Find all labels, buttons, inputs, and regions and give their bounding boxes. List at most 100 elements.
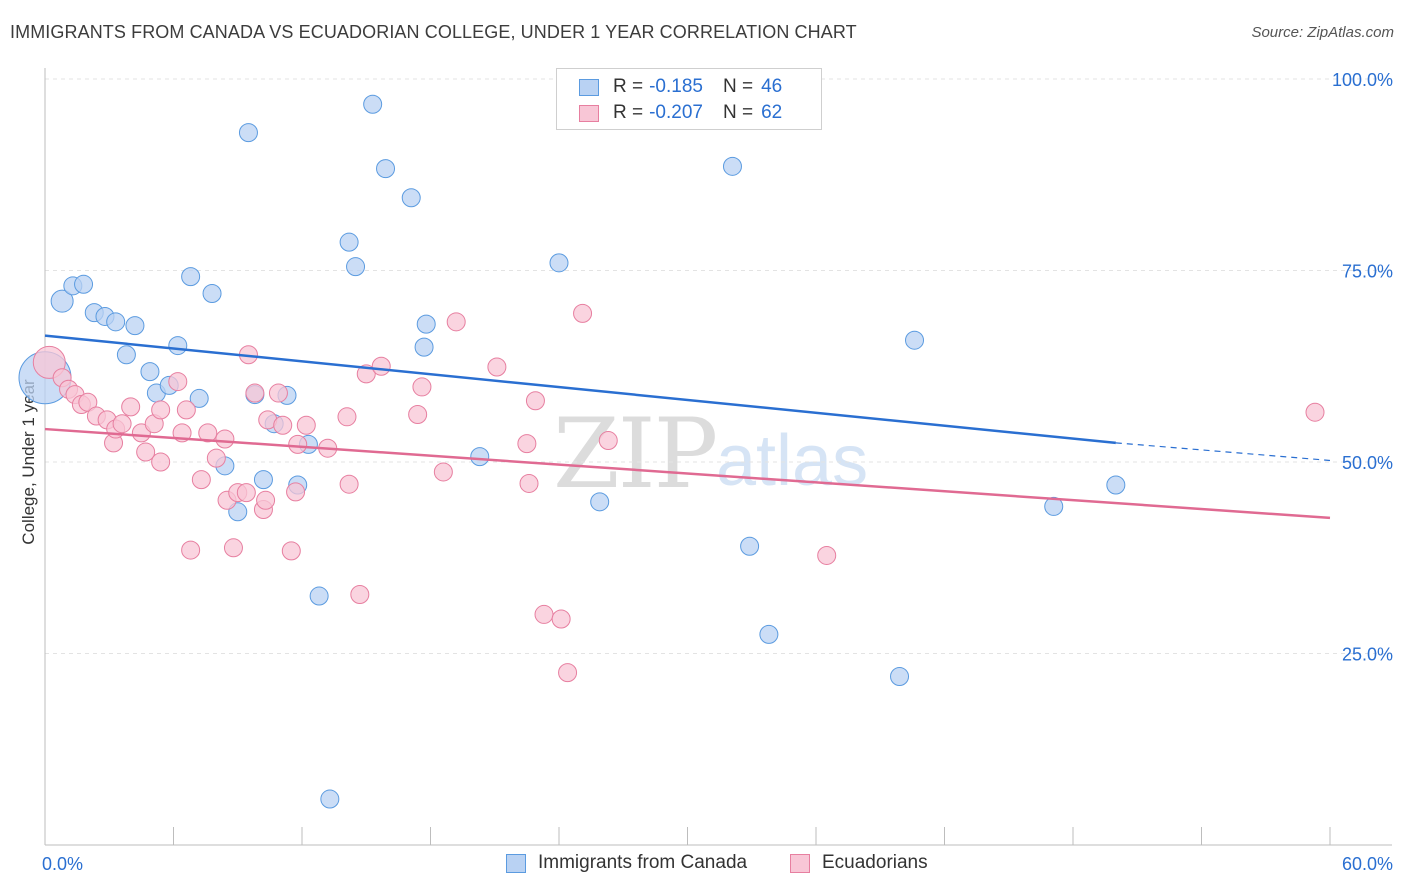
- point-ecuadorians: [487, 357, 507, 377]
- point-canada: [309, 586, 329, 606]
- point-ecuadorians: [256, 490, 276, 510]
- n-value: 62: [761, 102, 783, 123]
- point-canada: [74, 274, 94, 294]
- point-canada: [181, 267, 201, 287]
- series-legend: Immigrants from Canada Ecuadorians: [0, 852, 1406, 876]
- point-ecuadorians: [151, 400, 171, 420]
- point-ecuadorians: [517, 434, 537, 454]
- point-ecuadorians: [176, 400, 196, 420]
- point-ecuadorians: [151, 452, 171, 472]
- point-ecuadorians: [121, 397, 141, 417]
- point-ecuadorians: [236, 483, 256, 503]
- canada-swatch: [579, 78, 599, 96]
- point-ecuadorians: [181, 540, 201, 560]
- point-canada: [416, 314, 436, 334]
- point-ecuadorians: [223, 538, 243, 558]
- x-tick-label-min: 0.0%: [42, 854, 83, 874]
- point-canada: [414, 337, 434, 357]
- point-ecuadorians: [215, 429, 235, 449]
- point-canada: [376, 159, 396, 179]
- trend-line-ecuadorians: [44, 427, 1331, 520]
- r-value: -0.207: [649, 102, 703, 123]
- n-label: N =: [722, 76, 754, 97]
- point-canada: [905, 330, 925, 350]
- point-canada: [470, 447, 490, 467]
- point-ecuadorians: [350, 585, 370, 605]
- r-label: R =: [613, 102, 644, 123]
- point-ecuadorians: [337, 407, 357, 427]
- point-ecuadorians: [534, 604, 554, 624]
- point-ecuadorians: [573, 303, 593, 323]
- point-canada: [722, 156, 742, 176]
- point-ecuadorians: [168, 372, 188, 392]
- point-ecuadorians: [112, 414, 132, 434]
- point-ecuadorians: [206, 448, 226, 468]
- point-canada: [320, 789, 340, 809]
- y-axis-label: College, Under 1 year: [19, 379, 38, 545]
- point-ecuadorians: [273, 415, 293, 435]
- point-canada: [202, 283, 222, 303]
- point-canada: [363, 94, 383, 114]
- point-canada: [1044, 496, 1064, 516]
- watermark-zip: ZIP: [553, 398, 718, 510]
- point-canada: [106, 312, 126, 332]
- point-ecuadorians: [446, 312, 466, 332]
- point-ecuadorians: [198, 423, 218, 443]
- watermark-atlas: atlas: [716, 421, 869, 501]
- ecuadorians-legend-swatch: [790, 853, 810, 873]
- point-ecuadorians: [191, 470, 211, 490]
- point-canada: [339, 232, 359, 252]
- point-ecuadorians: [281, 541, 301, 561]
- point-canada: [50, 289, 74, 313]
- stats-legend-row-canada: R = -0.185 N = 46: [579, 75, 782, 99]
- point-ecuadorians: [131, 423, 151, 443]
- point-canada: [890, 666, 910, 686]
- trend-line-canada: [44, 334, 1116, 445]
- legend-item-canada[interactable]: Immigrants from Canada: [506, 852, 747, 874]
- point-ecuadorians: [371, 356, 391, 376]
- y-tick-label: 50.0%: [1342, 453, 1393, 473]
- point-ecuadorians: [288, 434, 308, 454]
- point-ecuadorians: [245, 383, 265, 403]
- r-value: -0.185: [649, 76, 703, 97]
- point-ecuadorians: [412, 377, 432, 397]
- point-canada: [549, 253, 569, 273]
- point-canada: [590, 492, 610, 512]
- point-ecuadorians: [558, 663, 578, 683]
- point-ecuadorians: [525, 391, 545, 411]
- point-canada: [253, 470, 273, 490]
- point-ecuadorians: [136, 442, 156, 462]
- point-ecuadorians: [286, 482, 306, 502]
- y-tick-label: 25.0%: [1342, 645, 1393, 665]
- point-canada: [189, 388, 209, 408]
- point-ecuadorians: [296, 415, 316, 435]
- point-ecuadorians: [551, 609, 571, 629]
- legend-item-ecuadorians[interactable]: Ecuadorians: [790, 852, 928, 874]
- point-ecuadorians: [408, 405, 428, 425]
- point-canada: [238, 123, 258, 143]
- point-canada: [140, 362, 160, 382]
- point-canada: [116, 345, 136, 365]
- x-tick-label-max: 60.0%: [1342, 854, 1393, 874]
- point-ecuadorians: [433, 462, 453, 482]
- r-label: R =: [613, 76, 644, 97]
- n-value: 46: [761, 76, 783, 97]
- chart-title: IMMIGRANTS FROM CANADA VS ECUADORIAN COL…: [10, 22, 857, 42]
- n-label: N =: [722, 102, 754, 123]
- point-canada: [346, 257, 366, 277]
- point-canada: [1106, 475, 1126, 495]
- point-canada: [125, 316, 145, 336]
- point-ecuadorians: [519, 473, 539, 493]
- point-canada: [401, 188, 421, 208]
- canada-legend-swatch: [506, 853, 526, 873]
- legend-label-canada: Immigrants from Canada: [538, 852, 748, 873]
- source-credit: Source: ZipAtlas.com: [1251, 24, 1394, 41]
- point-ecuadorians: [598, 431, 618, 451]
- stats-legend-row-ecuadorians: R = -0.207 N = 62: [579, 101, 782, 125]
- point-canada: [168, 336, 188, 356]
- point-ecuadorians: [78, 392, 98, 412]
- point-canada: [740, 536, 760, 556]
- point-ecuadorians: [339, 474, 359, 494]
- y-tick-label: 75.0%: [1342, 262, 1393, 282]
